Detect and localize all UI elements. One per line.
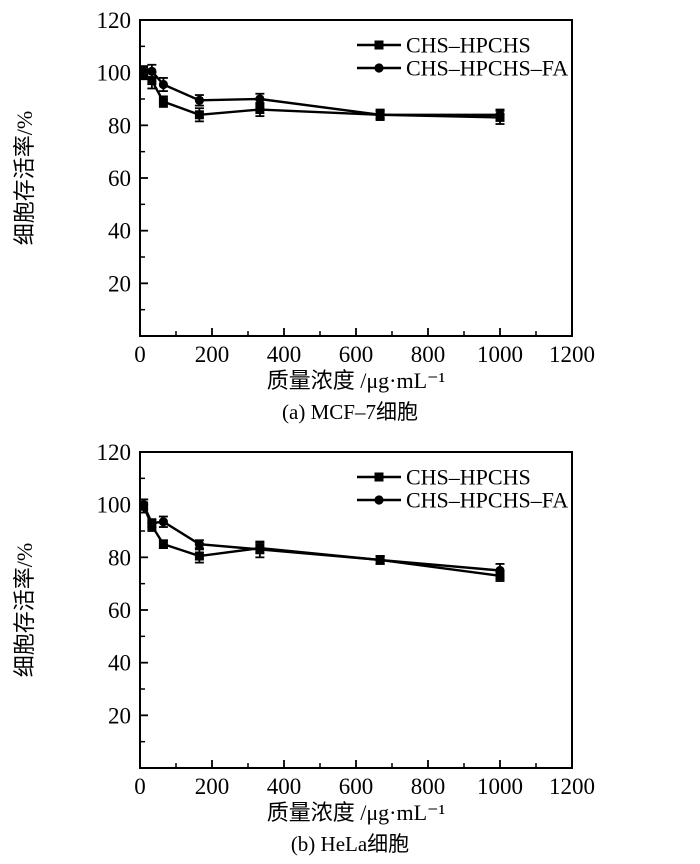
chart-b-hela-cells: 0 200 400 600 800 1000 1200 20 40 60 80 100 120 CHS–H…: [0, 432, 700, 864]
x-axis-tick-label: 1200: [549, 342, 595, 367]
data-point-circle-marker: [194, 539, 204, 549]
legend-circle-marker: [374, 63, 384, 73]
x-axis-tick-label: 0: [134, 774, 146, 799]
legend-label: CHS–HPCHS: [406, 465, 531, 490]
y-axis-title: 细胞存活率/%: [12, 111, 37, 245]
chart-a-mcf7-cells: 0 200 400 600 800 1000 1200 20 40 60 80 100 120 CHS–H…: [12, 8, 595, 424]
y-axis-tick-label: 20: [108, 271, 131, 296]
chart-b-canvas: 0 200 400 600 800 1000 1200 20 40 60 80 100 120 CHS–H…: [12, 440, 595, 856]
chart-caption: (b) HeLa细胞: [291, 832, 409, 856]
y-axis-tick-label: 60: [108, 166, 131, 191]
chart-a-canvas: 0 200 400 600 800 1000 1200 20 40 60 80 100 120 CHS–H…: [12, 8, 595, 424]
data-point-circle-marker: [495, 110, 505, 120]
x-axis-tick-label: 400: [267, 342, 302, 367]
y-axis-title: 细胞存活率/%: [12, 543, 37, 677]
x-axis-tick-label: 400: [267, 774, 302, 799]
y-axis-tick-label: 40: [108, 651, 131, 676]
x-axis-tick-label: 1000: [477, 342, 523, 367]
legend-label: CHS–HPCHS–FA: [406, 488, 568, 513]
y-axis-tick-label: 120: [97, 8, 132, 33]
data-point-square-marker: [147, 76, 157, 86]
y-axis-tick-label: 80: [108, 545, 131, 570]
x-axis-tick-label: 600: [339, 774, 374, 799]
data-point-square-marker: [255, 105, 265, 115]
y-axis-tick-label: 60: [108, 598, 131, 623]
legend-label: CHS–HPCHS–FA: [406, 56, 568, 81]
legend-square-marker: [374, 472, 384, 482]
legend-circle-marker: [374, 495, 384, 505]
x-axis-tick-label: 200: [195, 774, 230, 799]
data-point-circle-marker: [139, 68, 149, 78]
data-point-circle-marker: [255, 94, 265, 104]
y-axis-tick-label: 80: [108, 113, 131, 138]
y-axis-tick-label: 100: [97, 61, 132, 86]
x-axis-tick-label: 0: [134, 342, 146, 367]
chart-caption: (a) MCF–7细胞: [282, 400, 418, 424]
data-point-circle-marker: [158, 79, 168, 90]
x-axis-tick-label: 1000: [477, 774, 523, 799]
series-line-circle: [142, 504, 501, 572]
data-point-circle-marker: [147, 66, 157, 76]
data-point-circle-marker: [495, 565, 505, 576]
data-point-square-marker: [194, 551, 204, 561]
data-point-square-marker: [194, 110, 204, 120]
data-point-circle-marker: [158, 517, 168, 527]
x-axis-tick-label: 1200: [549, 774, 595, 799]
legend-label: CHS–HPCHS: [406, 33, 531, 58]
x-axis-title: 质量浓度 /μg·mL⁻¹: [267, 368, 446, 393]
x-axis-tick-label: 600: [339, 342, 374, 367]
legend-square-marker: [374, 40, 384, 50]
y-axis-tick-label: 100: [97, 493, 132, 518]
y-axis-tick-label: 20: [108, 703, 131, 728]
data-point-circle-marker: [139, 500, 149, 510]
x-axis-tick-label: 800: [411, 342, 446, 367]
data-point-circle-marker: [147, 518, 157, 528]
data-point-circle-marker: [375, 110, 385, 120]
data-point-square-marker: [158, 97, 168, 107]
data-point-circle-marker: [375, 555, 385, 565]
y-axis-tick-label: 40: [108, 219, 131, 244]
y-axis-tick-label: 120: [97, 440, 132, 465]
data-point-circle-marker: [194, 95, 204, 105]
x-axis-tick-label: 200: [195, 342, 230, 367]
data-point-circle-marker: [255, 544, 265, 555]
x-axis-tick-label: 800: [411, 774, 446, 799]
data-point-square-marker: [158, 539, 168, 549]
x-axis-title: 质量浓度 /μg·mL⁻¹: [267, 800, 446, 825]
